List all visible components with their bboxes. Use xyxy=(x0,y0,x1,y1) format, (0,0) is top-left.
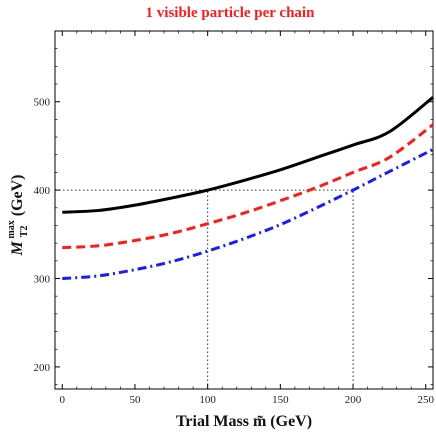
series-line-solid xyxy=(62,96,434,214)
series-line-dashed xyxy=(62,123,434,250)
x-axis-ticks: 0 50 100 150 200 250 xyxy=(60,31,434,406)
y-tick-label: 300 xyxy=(34,274,51,286)
y-axis-label-main: M xyxy=(9,241,26,257)
x-tick-label: 200 xyxy=(345,394,362,406)
y-axis-label-sup: max xyxy=(6,220,17,238)
x-tick-label: 250 xyxy=(417,394,434,406)
y-tick-label: 200 xyxy=(34,362,51,374)
x-tick-label: 0 xyxy=(60,394,66,406)
y-axis-label: M T2 max (GeV) xyxy=(1,174,31,256)
y-tick-label: 400 xyxy=(34,185,51,197)
y-axis-label-unit: (GeV) xyxy=(9,174,26,216)
x-tick-label: 100 xyxy=(199,394,216,406)
y-axis-label-sub: T2 xyxy=(19,226,30,238)
reference-lines xyxy=(55,189,354,389)
y-axis-ticks: 200 300 400 500 xyxy=(34,30,433,385)
plot-frame xyxy=(54,30,434,390)
x-tick-label: 150 xyxy=(272,394,289,406)
chart-title: 1 visible particle per chain xyxy=(146,5,316,21)
x-tick-label: 50 xyxy=(129,394,141,406)
x-axis-label: Trial Mass m̃ (GeV) xyxy=(176,413,312,430)
series-line-dashdot xyxy=(62,148,434,281)
series-layer xyxy=(62,96,434,281)
y-tick-label: 500 xyxy=(34,97,51,109)
